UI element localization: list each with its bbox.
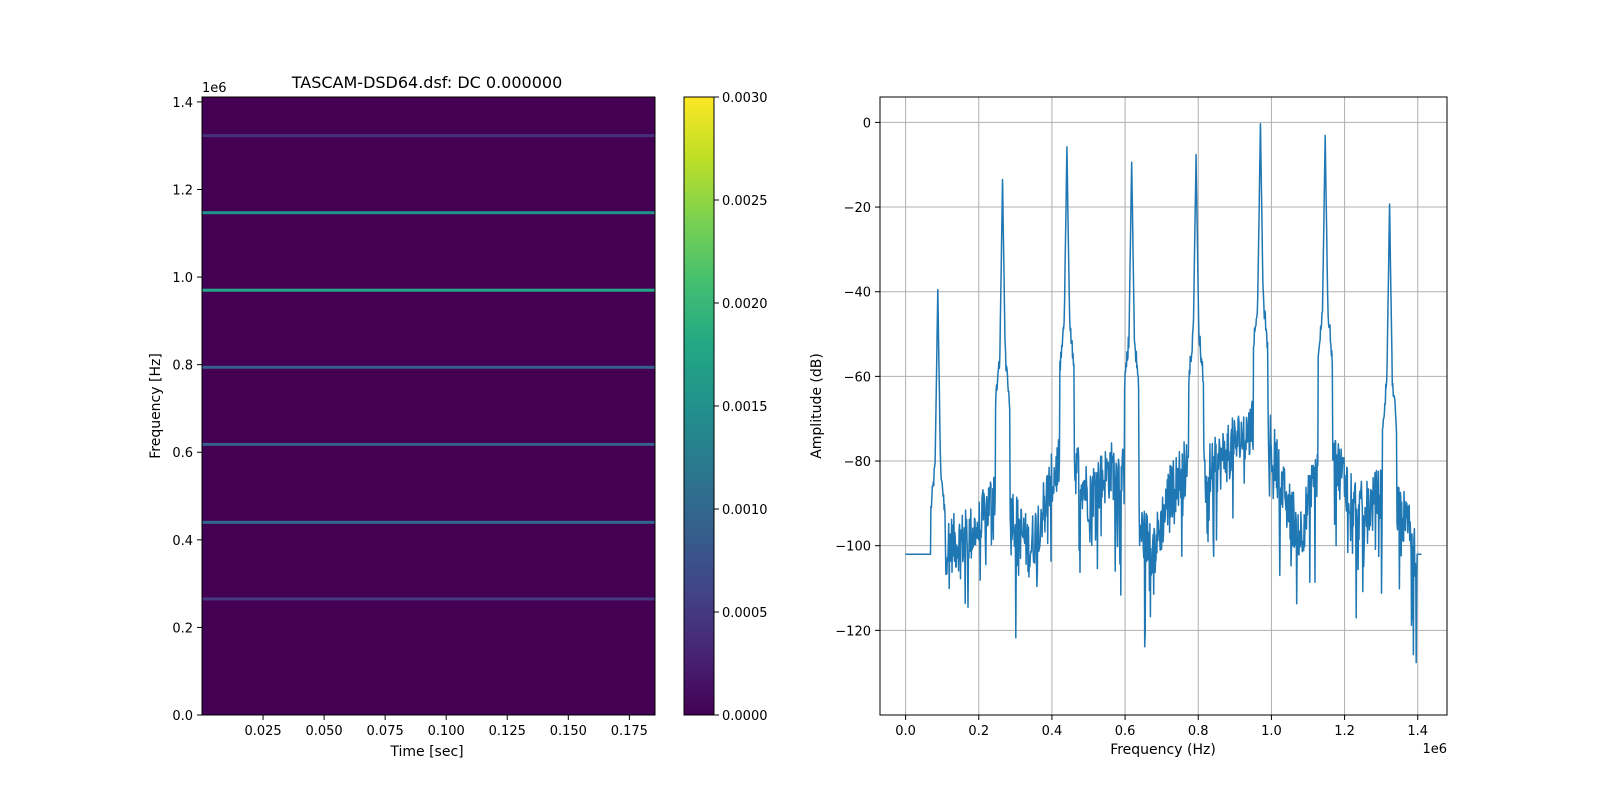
y-tick-label: 0.6 — [172, 446, 193, 461]
y-tick-label: 1.2 — [172, 183, 193, 198]
spectrogram-band — [202, 520, 655, 524]
spectrogram-frame — [201, 96, 656, 716]
colorbar-tick-label: 0.0010 — [722, 503, 768, 518]
y-tick-label: 0.4 — [172, 534, 193, 549]
x-tick-label: 0.6 — [1115, 724, 1136, 739]
spectrogram-y-ticks: 0.0 0.2 0.4 0.6 0.8 1.0 1.2 1.4 — [172, 96, 202, 724]
colorbar-tick-label: 0.0000 — [722, 709, 768, 724]
spectrum-x-label: Frequency (Hz) — [1110, 742, 1216, 758]
x-tick-label: 1.4 — [1407, 724, 1428, 739]
x-tick-label: 0.125 — [489, 724, 526, 739]
x-tick-label: 0.100 — [428, 724, 465, 739]
x-tick-label: 0.4 — [1042, 724, 1063, 739]
spectrogram-band — [202, 288, 655, 292]
y-tick-label: −100 — [835, 540, 871, 555]
y-tick-label: 0.0 — [172, 709, 193, 724]
y-tick-label: −120 — [835, 624, 871, 639]
spectrogram-band — [202, 211, 655, 215]
x-tick-label: 0.025 — [244, 724, 281, 739]
spectrum-y-label: Amplitude (dB) — [809, 353, 825, 459]
spectrogram-x-label: Time [sec] — [389, 744, 463, 760]
y-tick-label: 0.2 — [172, 621, 193, 636]
x-tick-label: 0.2 — [968, 724, 989, 739]
colorbar — [683, 96, 715, 716]
spectrogram-y-offset: 1e6 — [202, 81, 227, 96]
spectrum-x-ticks: 0.0 0.2 0.4 0.6 0.8 1.0 1.2 1.4 — [895, 715, 1428, 739]
spectrum-panel: 0.0 0.2 0.4 0.6 0.8 1.0 1.2 1.4 0 −20 −40 −60 −80 −1… — [809, 96, 1448, 758]
x-tick-label: 0.050 — [305, 724, 342, 739]
y-tick-label: −20 — [844, 201, 871, 216]
x-tick-label: 1.0 — [1261, 724, 1282, 739]
x-tick-label: 0.075 — [367, 724, 404, 739]
colorbar-tick-label: 0.0020 — [722, 297, 768, 312]
x-tick-label: 0.150 — [550, 724, 587, 739]
spectrum-y-ticks: 0 −20 −40 −60 −80 −100 −120 — [835, 116, 880, 639]
spectrogram-area — [202, 97, 655, 715]
spectrogram-y-label: Frequency [Hz] — [148, 353, 164, 459]
spectrogram-band — [202, 365, 655, 369]
y-tick-label: 0.8 — [172, 359, 193, 374]
spectrogram-title: TASCAM-DSD64.dsf: DC 0.000000 — [291, 73, 563, 92]
colorbar-tick-label: 0.0030 — [722, 91, 768, 106]
colorbar-tick-label: 0.0005 — [722, 606, 768, 621]
spectrogram-band — [202, 597, 655, 601]
x-tick-label: 0.175 — [611, 724, 648, 739]
y-tick-label: −40 — [844, 286, 871, 301]
spectrogram-x-ticks: 0.025 0.050 0.075 0.100 0.125 0.150 0.175 — [244, 715, 648, 739]
x-tick-label: 1.2 — [1334, 724, 1355, 739]
y-tick-label: 1.0 — [172, 271, 193, 286]
y-tick-label: −80 — [844, 455, 871, 470]
spectrum-x-offset: 1e6 — [1422, 742, 1447, 757]
x-tick-label: 0.0 — [895, 724, 916, 739]
y-tick-label: 0 — [863, 116, 871, 131]
colorbar-tick-label: 0.0025 — [722, 194, 768, 209]
spectrum-frame — [879, 96, 1448, 716]
spectrum-grid — [880, 97, 1447, 715]
spectrogram-band — [202, 134, 655, 138]
y-tick-label: 1.4 — [172, 96, 193, 111]
spectrum-series-line — [905, 122, 1422, 664]
y-tick-label: −60 — [844, 370, 871, 385]
x-tick-label: 0.8 — [1188, 724, 1209, 739]
spectrogram-bands — [202, 134, 655, 601]
spectrogram-band — [202, 442, 655, 446]
spectrogram-panel: TASCAM-DSD64.dsf: DC 0.000000 0.025 0.050… — [148, 73, 768, 760]
colorbar-tick-label: 0.0015 — [722, 400, 768, 415]
colorbar-ticks: 0.0000 0.0005 0.0010 0.0015 0.0020 0.0025 0.00… — [714, 91, 768, 724]
spectrum-area — [880, 97, 1447, 715]
